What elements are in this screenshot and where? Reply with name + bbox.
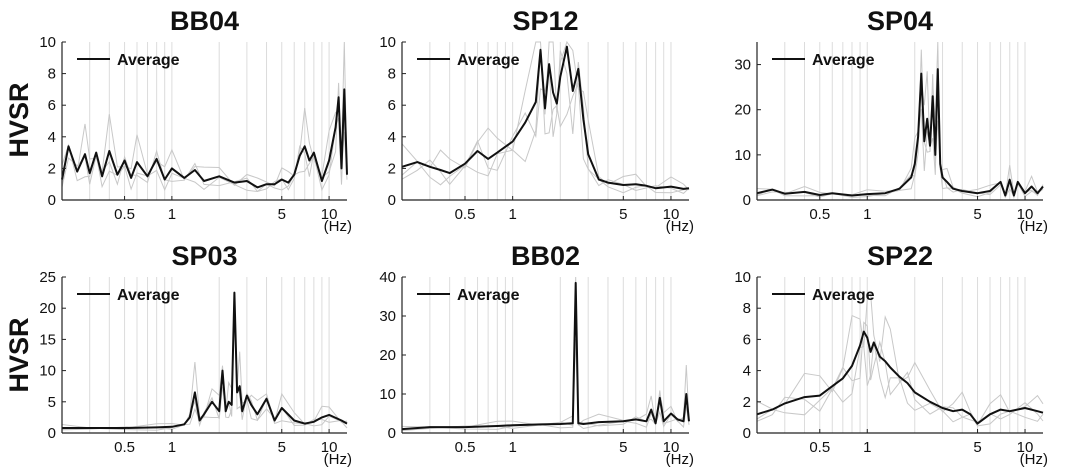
x-tick-label: 1 bbox=[863, 206, 871, 223]
legend-label: Average bbox=[457, 52, 520, 69]
legend-label: Average bbox=[812, 287, 875, 304]
x-unit-label: (Hz) bbox=[666, 451, 694, 468]
y-tick-label: 0 bbox=[743, 425, 751, 442]
x-tick-label: 10 bbox=[1017, 439, 1034, 456]
y-tick-label: 6 bbox=[48, 97, 56, 114]
y-tick-label: 25 bbox=[39, 269, 56, 286]
y-tick-label: 20 bbox=[379, 347, 396, 364]
y-tick-label: 10 bbox=[379, 34, 396, 51]
y-tick-label: 10 bbox=[734, 269, 751, 286]
y-tick-label: 40 bbox=[379, 269, 396, 286]
y-tick-label: 0 bbox=[48, 425, 56, 442]
y-tick-label: 10 bbox=[39, 363, 56, 380]
x-tick-label: 10 bbox=[1017, 206, 1034, 223]
x-tick-label: 1 bbox=[863, 439, 871, 456]
x-tick-label: 0.5 bbox=[114, 206, 135, 223]
x-tick-label: 1 bbox=[168, 206, 176, 223]
average-line bbox=[62, 291, 348, 429]
legend-label: Average bbox=[457, 287, 520, 304]
x-tick-label: 1 bbox=[168, 439, 176, 456]
y-tick-label: 10 bbox=[734, 147, 751, 164]
y-tick-label: 8 bbox=[388, 66, 396, 83]
x-tick-label: 10 bbox=[663, 439, 680, 456]
panel-title: SP22 bbox=[867, 241, 933, 271]
y-tick-label: 20 bbox=[734, 102, 751, 119]
individual-trace bbox=[401, 47, 690, 194]
individual-trace bbox=[401, 276, 690, 428]
y-tick-label: 8 bbox=[48, 66, 56, 83]
x-unit-label: (Hz) bbox=[666, 218, 694, 235]
x-tick-label: 5 bbox=[619, 439, 627, 456]
legend-label: Average bbox=[812, 52, 875, 69]
x-tick-label: 5 bbox=[973, 206, 981, 223]
panel-title: SP12 bbox=[512, 6, 578, 36]
x-tick-label: 10 bbox=[321, 206, 338, 223]
individual-trace bbox=[756, 291, 1044, 426]
x-tick-label: 0.5 bbox=[455, 439, 476, 456]
x-unit-label: (Hz) bbox=[1020, 451, 1048, 468]
individual-trace bbox=[401, 40, 690, 191]
average-line bbox=[401, 281, 690, 431]
individual-trace bbox=[401, 338, 690, 432]
x-tick-label: 0.5 bbox=[809, 206, 830, 223]
y-tick-label: 30 bbox=[379, 308, 396, 325]
y-tick-label: 8 bbox=[743, 300, 751, 317]
individual-trace bbox=[756, 75, 1044, 199]
y-tick-label: 0 bbox=[388, 425, 396, 442]
panel-title: BB04 bbox=[170, 6, 239, 36]
x-tick-label: 1 bbox=[508, 439, 516, 456]
legend-label: Average bbox=[117, 287, 180, 304]
x-tick-label: 5 bbox=[278, 439, 286, 456]
x-tick-label: 0.5 bbox=[809, 439, 830, 456]
x-unit-label: (Hz) bbox=[324, 451, 352, 468]
x-tick-label: 0.5 bbox=[114, 439, 135, 456]
x-tick-label: 5 bbox=[619, 206, 627, 223]
average-line bbox=[401, 45, 690, 190]
y-tick-label: 4 bbox=[48, 129, 56, 146]
y-tick-label: 0 bbox=[743, 192, 751, 209]
y-tick-label: 30 bbox=[734, 57, 751, 74]
x-tick-label: 0.5 bbox=[455, 206, 476, 223]
legend-label: Average bbox=[117, 52, 180, 69]
x-tick-label: 5 bbox=[278, 206, 286, 223]
individual-trace bbox=[61, 115, 348, 193]
y-tick-label: 4 bbox=[388, 129, 396, 146]
y-axis-label-top: HVSR bbox=[4, 82, 34, 157]
y-tick-label: 2 bbox=[743, 394, 751, 411]
y-tick-label: 20 bbox=[39, 300, 56, 317]
y-tick-label: 2 bbox=[388, 160, 396, 177]
panel-title: BB02 bbox=[511, 241, 580, 271]
average-line bbox=[61, 88, 348, 189]
y-axis-label-bottom: HVSR bbox=[4, 317, 34, 392]
x-tick-label: 10 bbox=[321, 439, 338, 456]
y-tick-label: 4 bbox=[743, 363, 751, 380]
y-tick-label: 6 bbox=[388, 97, 396, 114]
y-tick-label: 0 bbox=[48, 192, 56, 209]
panel-title: SP03 bbox=[171, 241, 237, 271]
y-tick-label: 6 bbox=[743, 331, 751, 348]
x-tick-label: 10 bbox=[663, 206, 680, 223]
y-tick-label: 15 bbox=[39, 331, 56, 348]
y-tick-label: 2 bbox=[48, 160, 56, 177]
y-tick-label: 10 bbox=[379, 386, 396, 403]
x-unit-label: (Hz) bbox=[1020, 218, 1048, 235]
average-line bbox=[756, 330, 1044, 425]
x-tick-label: 5 bbox=[973, 439, 981, 456]
y-tick-label: 0 bbox=[388, 192, 396, 209]
average-line bbox=[756, 68, 1044, 197]
x-unit-label: (Hz) bbox=[324, 218, 352, 235]
x-tick-label: 1 bbox=[508, 206, 516, 223]
panel-title: SP04 bbox=[867, 6, 933, 36]
y-tick-label: 10 bbox=[39, 34, 56, 51]
y-tick-label: 5 bbox=[48, 394, 56, 411]
